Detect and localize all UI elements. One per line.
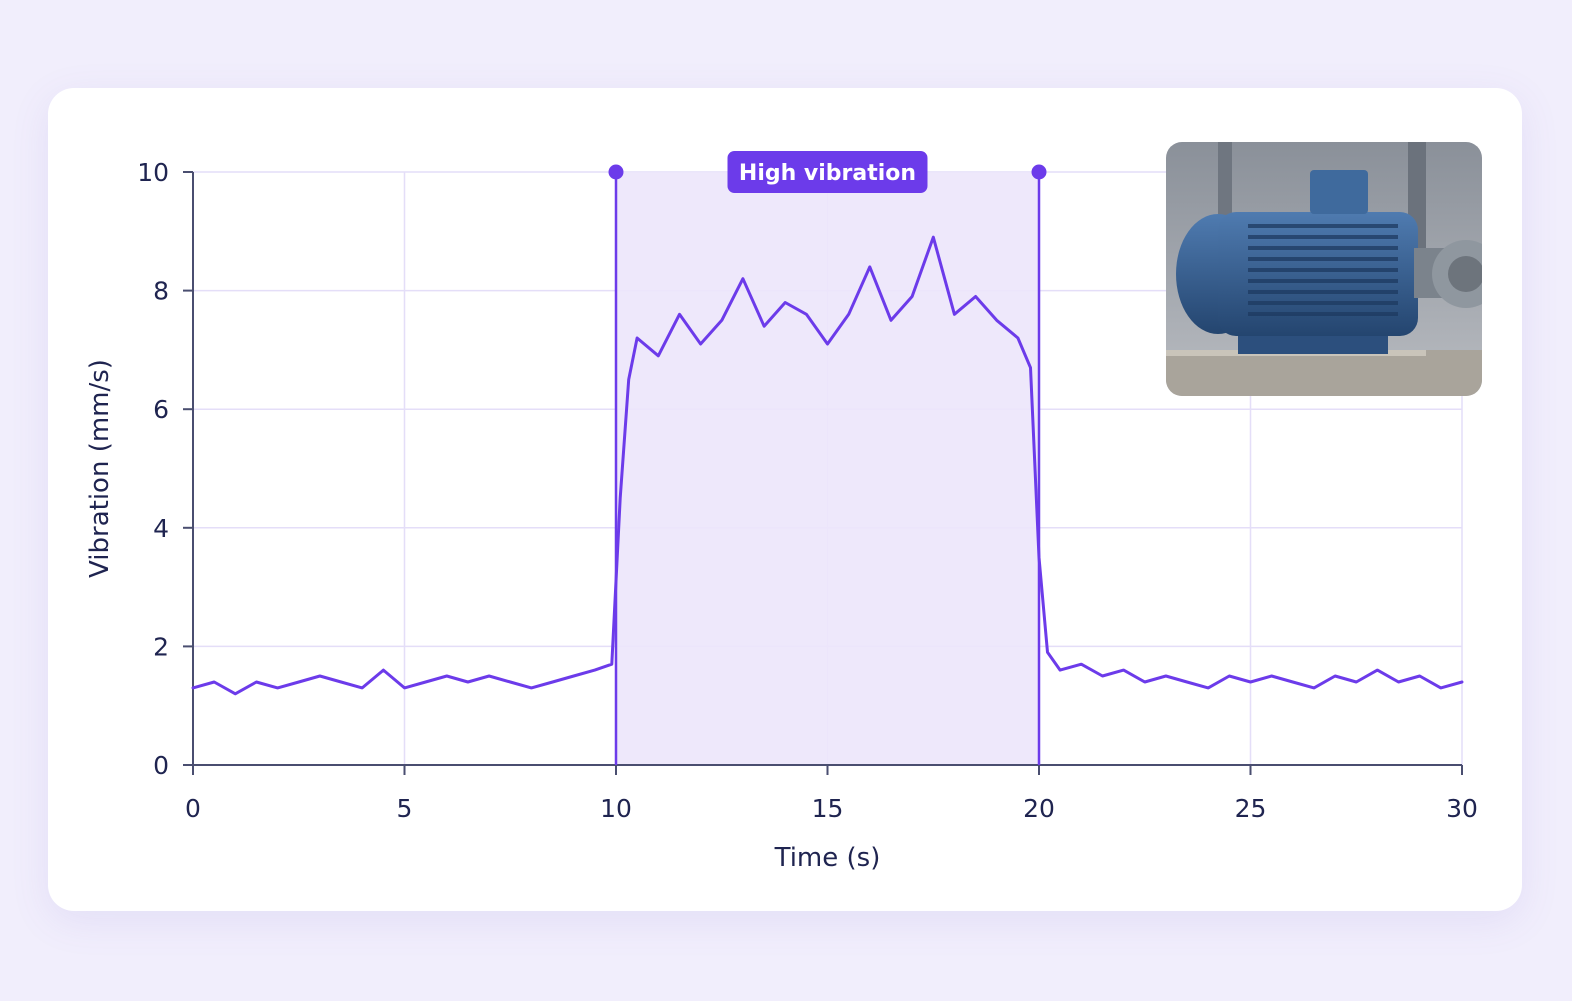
motor-photo [1166, 142, 1482, 396]
highlight-end-dot [1031, 164, 1047, 180]
y-tick-label-4: 4 [153, 514, 169, 543]
x-tick-label-15: 15 [812, 794, 844, 823]
highlight-band [616, 172, 1039, 765]
terminal-box [1310, 170, 1368, 214]
x-axis-title: Time (s) [774, 843, 881, 873]
fin [1248, 279, 1398, 283]
y-tick-label-8: 8 [153, 277, 169, 306]
fin [1248, 301, 1398, 305]
fin [1248, 290, 1398, 294]
x-tick-label-5: 5 [397, 794, 413, 823]
fin [1248, 257, 1398, 261]
y-tick-label-6: 6 [153, 395, 169, 424]
highlight-band-group [616, 172, 1039, 765]
motor-body [1218, 212, 1418, 336]
axes: 0 2 4 6 8 10 0 5 10 15 20 25 30 [137, 158, 1478, 823]
x-tick-label-20: 20 [1023, 794, 1055, 823]
x-tick-label-10: 10 [600, 794, 632, 823]
y-tick-label-10: 10 [137, 158, 169, 187]
series-line-vibration [191, 235, 1464, 696]
badge-background [727, 151, 928, 193]
fin [1248, 268, 1398, 272]
x-tick-label-30: 30 [1446, 794, 1478, 823]
y-tick-label-0: 0 [153, 751, 169, 780]
high-vibration-badge: High vibration [727, 151, 928, 193]
badge-label: High vibration [739, 161, 916, 186]
fin [1248, 235, 1398, 239]
highlight-start-dot [608, 164, 624, 180]
motor-cooling-fins [1248, 224, 1398, 316]
y-tick-label-2: 2 [153, 632, 169, 661]
highlight-markers [608, 164, 1047, 765]
y-axis-title: Vibration (mm/s) [85, 359, 115, 578]
vibration-line-chart: 0 2 4 6 8 10 0 5 10 15 20 25 30 High vibration Time … [85, 142, 1482, 873]
x-tick-label-0: 0 [185, 794, 201, 823]
x-tick-label-25: 25 [1235, 794, 1267, 823]
fin [1248, 312, 1398, 316]
fin [1248, 224, 1398, 228]
fin [1248, 246, 1398, 250]
chart-card: 0 2 4 6 8 10 0 5 10 15 20 25 30 High vibration Time … [48, 88, 1522, 911]
series-group [191, 235, 1464, 696]
